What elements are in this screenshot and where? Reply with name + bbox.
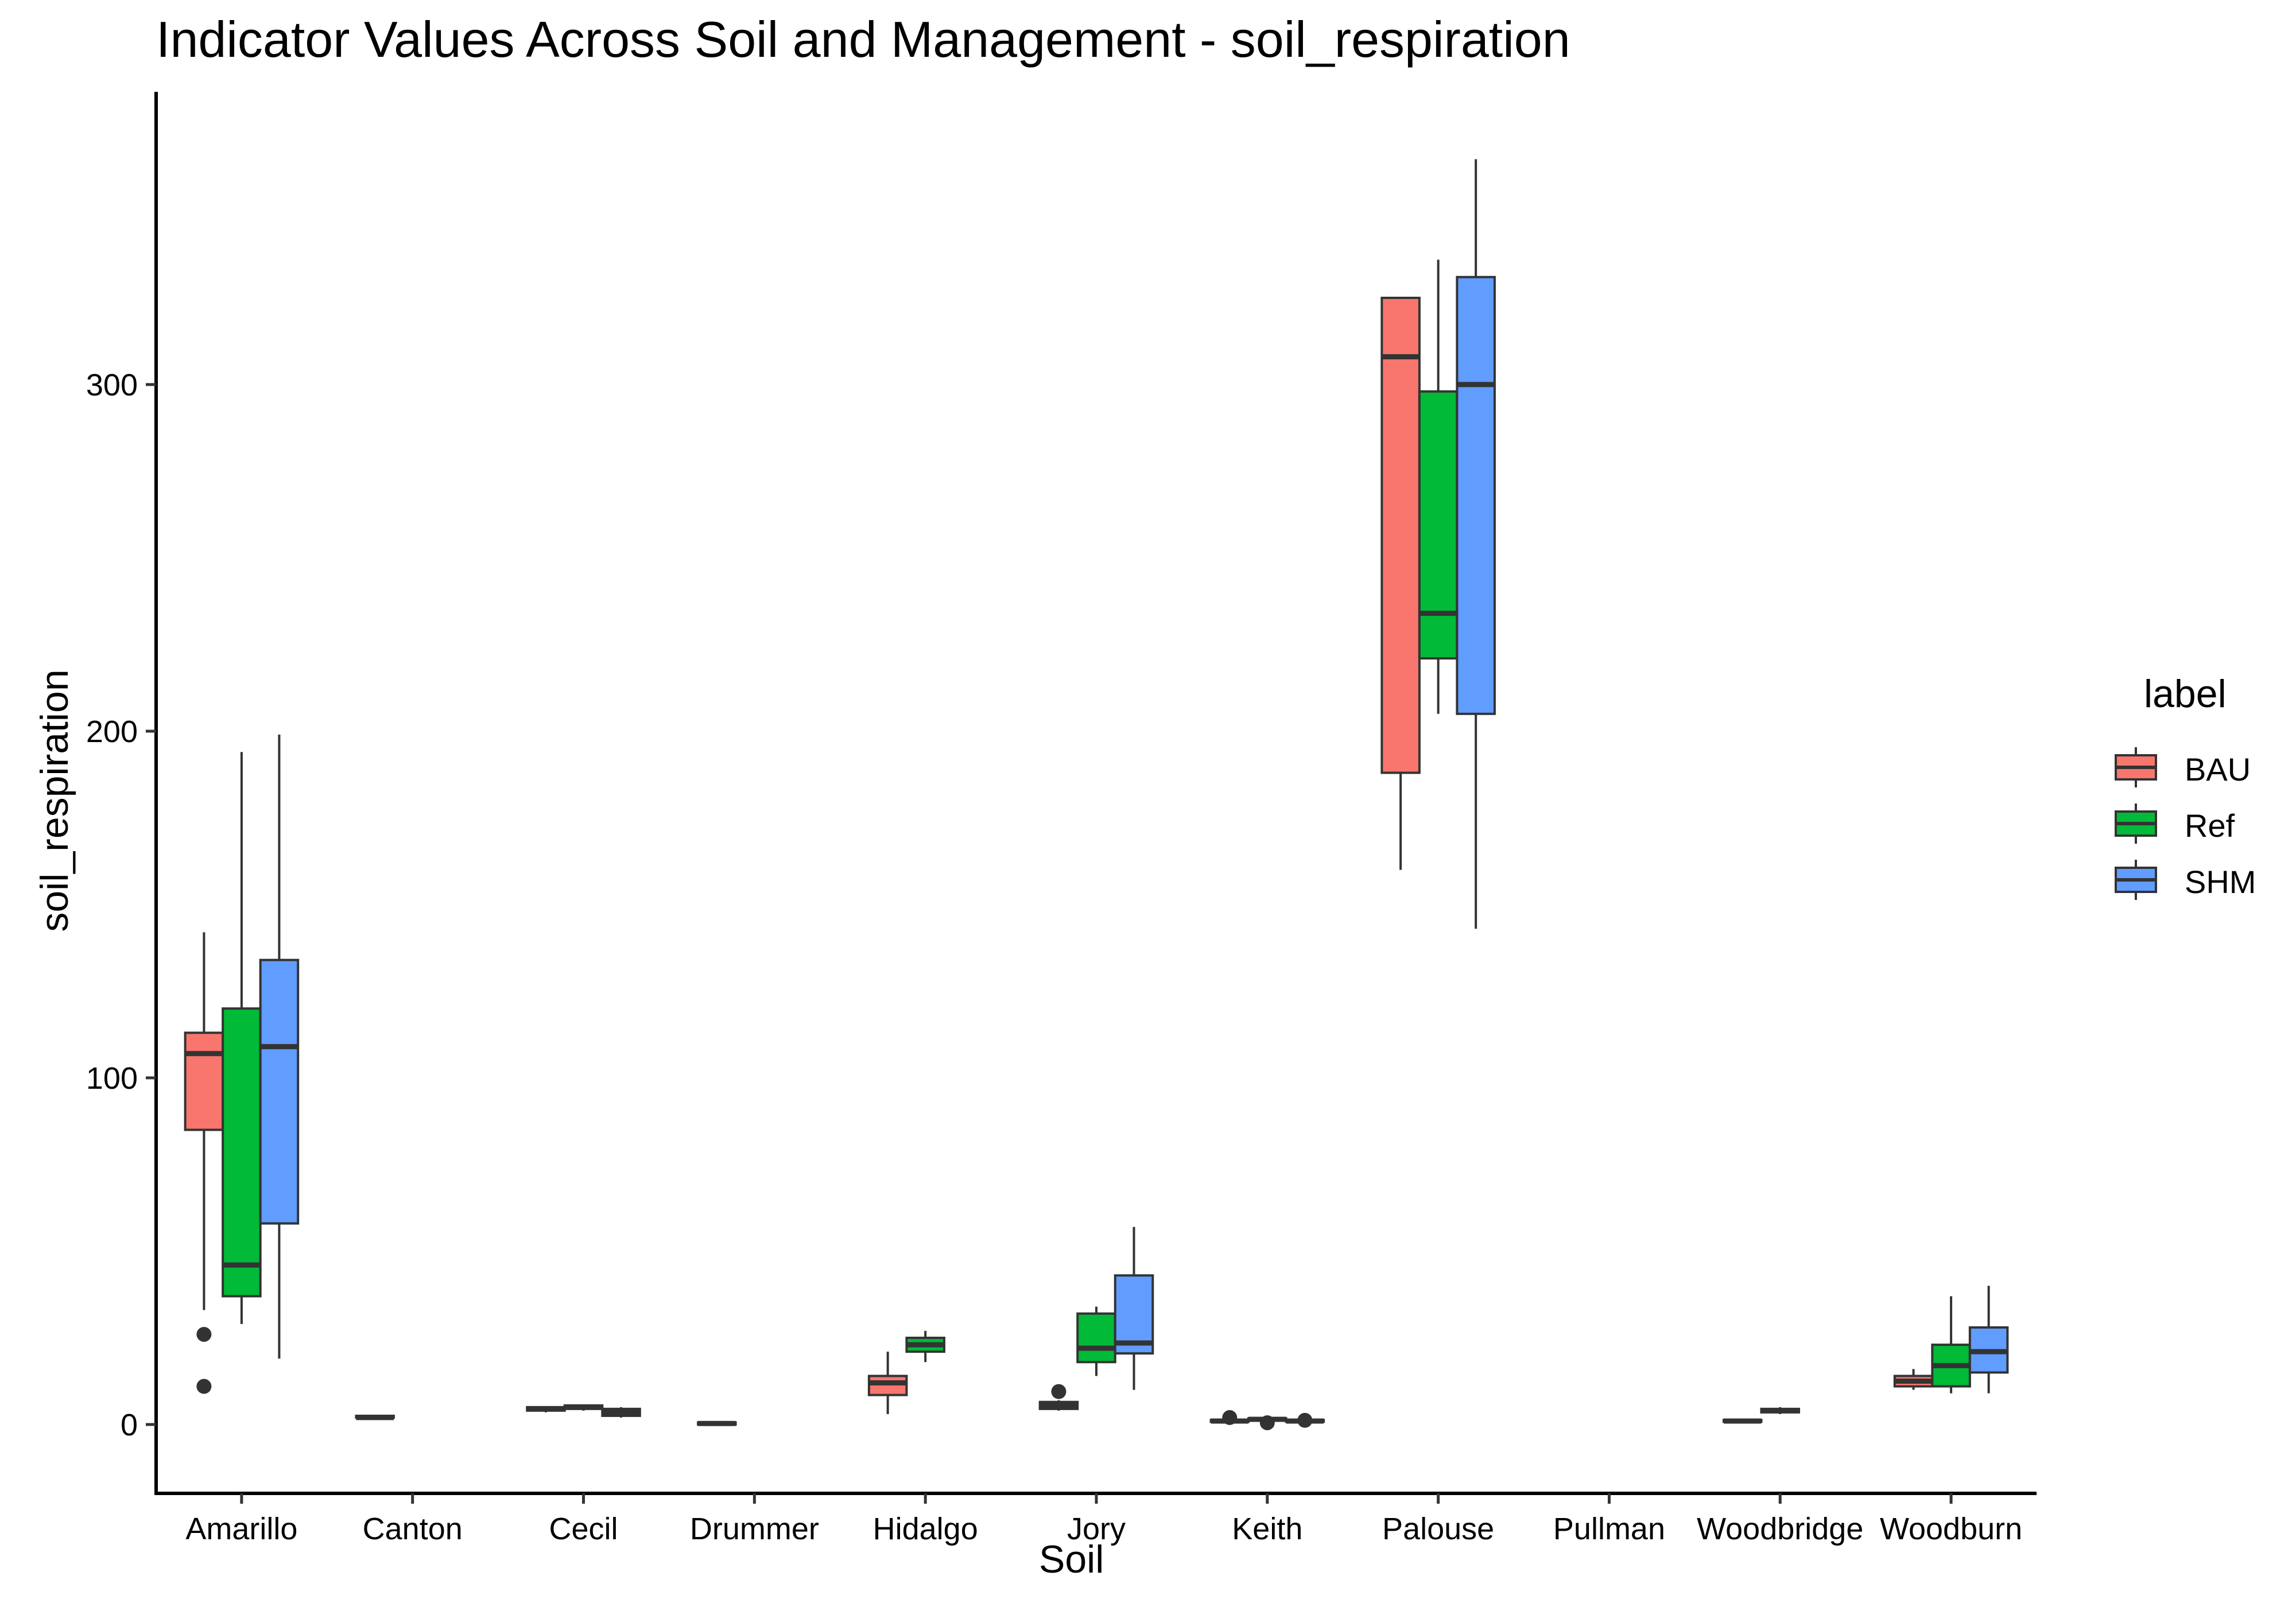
x-tick-label: Drummer <box>690 1512 819 1546</box>
x-axis-title: Soil <box>1039 1538 1104 1581</box>
box-bau-keith <box>1209 1410 1250 1425</box>
x-tick-label: Jory <box>1067 1512 1126 1546</box>
x-tick-label: Woodbridge <box>1697 1512 1863 1546</box>
box-bau-cecil <box>526 1406 566 1412</box>
box-body <box>1418 390 1459 660</box>
x-tick-label: Pullman <box>1553 1512 1665 1546</box>
box-ref-amarillo <box>222 752 262 1324</box>
box-bau-woodbridge <box>1722 1418 1763 1424</box>
y-tick-label: 200 <box>86 715 138 749</box>
legend-key <box>2115 804 2157 844</box>
y-tick-label: 300 <box>86 368 138 402</box>
box-ref-jory <box>1076 1306 1116 1376</box>
x-tick-label: Keith <box>1232 1512 1302 1546</box>
box-bau-palouse <box>1380 297 1421 870</box>
box-shm-jory <box>1114 1226 1154 1390</box>
box-ref-woodbridge <box>1760 1407 1801 1414</box>
box-shm-keith <box>1285 1412 1325 1428</box>
axis-layer: 0 100 200 300 Amarillo Canton Cecil Drummer Hida… <box>86 92 2037 1546</box>
box-bau-woodburn <box>1893 1369 1934 1390</box>
legend-key <box>2115 860 2157 900</box>
legend-label: SHM <box>2185 864 2256 900</box>
box-shm-palouse <box>1456 159 1496 929</box>
x-tick-label: Palouse <box>1382 1512 1494 1546</box>
y-tick-label: 0 <box>121 1408 138 1442</box>
box-shm-cecil <box>601 1407 641 1418</box>
outlier-point <box>1297 1412 1313 1428</box>
x-tick-label: Amarillo <box>185 1512 297 1546</box>
box-bau-drummer <box>697 1420 737 1426</box>
legend-item-bau: BAU <box>2113 744 2286 791</box>
legend-item-ref: Ref <box>2113 800 2286 847</box>
box-shm-amarillo <box>259 735 300 1359</box>
box-ref-cecil <box>563 1404 604 1411</box>
outlier-point <box>1259 1415 1275 1430</box>
box-body <box>184 1031 224 1131</box>
box-body <box>259 958 300 1225</box>
outlier-point <box>196 1326 212 1342</box>
box-bau-hidalgo <box>867 1352 908 1414</box>
box-bau-canton <box>355 1414 395 1420</box>
box-body <box>1076 1312 1116 1364</box>
outlier-point <box>196 1379 212 1394</box>
box-bau-amarillo <box>184 932 224 1394</box>
x-tick-label: Cecil <box>549 1512 618 1546</box>
box-ref-hidalgo <box>905 1330 945 1363</box>
outlier-point <box>1222 1410 1238 1425</box>
legend-key <box>2115 747 2157 787</box>
box-body <box>1114 1274 1154 1355</box>
box-body <box>1380 297 1421 774</box>
box-body <box>1456 275 1496 715</box>
chart-title: Indicator Values Across Soil and Managem… <box>156 11 1570 68</box>
box-shm-woodburn <box>1968 1286 2009 1393</box>
legend-title: label <box>2144 672 2227 716</box>
y-axis-title: soil_respiration <box>33 669 76 932</box>
x-tick-label: Woodburn <box>1880 1512 2022 1546</box>
x-tick-label: Hidalgo <box>873 1512 978 1546</box>
box-ref-palouse <box>1418 259 1459 714</box>
outlier-point <box>1051 1384 1066 1399</box>
legend-label: Ref <box>2185 808 2235 844</box>
x-tick-label: Canton <box>363 1512 463 1546</box>
box-body <box>867 1375 908 1396</box>
box-ref-woodburn <box>1931 1296 1971 1393</box>
box-ref-keith <box>1247 1415 1287 1430</box>
box-bau-jory <box>1038 1384 1079 1411</box>
legend-label: BAU <box>2185 751 2251 787</box>
y-tick-label: 100 <box>86 1061 138 1096</box>
legend-item-shm: SHM <box>2113 856 2286 903</box>
box-body <box>222 1007 262 1298</box>
boxes-layer <box>184 159 2009 1430</box>
